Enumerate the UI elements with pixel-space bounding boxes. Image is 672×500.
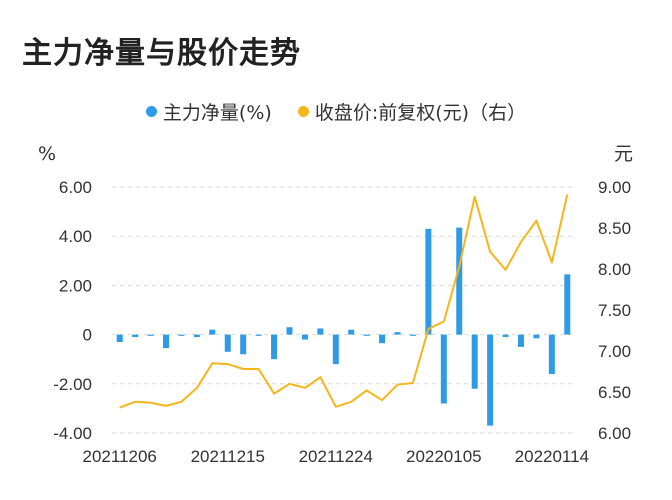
- chart-title: 主力净量与股价走势: [22, 36, 301, 71]
- x-axis: 20211206 20211215 20211224 20220105 20220114: [83, 447, 590, 466]
- bar[interactable]: [394, 332, 401, 335]
- right-tick-label: 6.50: [598, 383, 631, 402]
- bar[interactable]: [502, 334, 509, 338]
- legend-line-label: 收盘价:前复权(元)（右）: [314, 102, 527, 124]
- bar[interactable]: [301, 334, 308, 340]
- bar[interactable]: [409, 334, 416, 336]
- right-tick-label: 7.00: [598, 342, 631, 361]
- bar[interactable]: [240, 334, 247, 355]
- bar[interactable]: [317, 328, 324, 335]
- right-tick-label: 7.50: [598, 301, 631, 320]
- bar[interactable]: [517, 334, 524, 347]
- bar[interactable]: [548, 334, 555, 374]
- bar[interactable]: [163, 334, 170, 349]
- bar[interactable]: [116, 334, 123, 342]
- x-tick-label: 20220114: [515, 447, 589, 466]
- x-tick-label: 20220105: [406, 447, 482, 466]
- bar[interactable]: [533, 334, 540, 339]
- left-axis-unit: %: [38, 143, 56, 165]
- bar[interactable]: [332, 334, 339, 365]
- bar[interactable]: [224, 334, 231, 352]
- bar-series: [116, 227, 571, 426]
- bar[interactable]: [363, 334, 370, 336]
- legend-bar-label: 主力净量(%): [162, 102, 272, 124]
- bar[interactable]: [564, 274, 571, 335]
- left-tick-label: 0: [83, 326, 92, 345]
- right-tick-label: 8.50: [598, 219, 631, 238]
- bar[interactable]: [132, 334, 139, 338]
- left-tick-label: 6.00: [59, 178, 92, 197]
- bar[interactable]: [255, 334, 262, 336]
- legend: 主力净量(%) 收盘价:前复权(元)（右）: [0, 98, 672, 125]
- left-tick-label: 4.00: [59, 227, 92, 246]
- bar[interactable]: [193, 334, 200, 338]
- bar[interactable]: [471, 334, 478, 389]
- x-tick-label: 20211215: [191, 447, 265, 466]
- legend-bar-swatch: [145, 106, 157, 117]
- right-tick-label: 8.00: [598, 260, 631, 279]
- left-tick-label: 2.00: [59, 276, 92, 295]
- left-axis: 6.00 4.00 2.00 0 -2.00 -4.00: [53, 178, 92, 443]
- right-tick-label: 6.00: [598, 424, 631, 443]
- bar[interactable]: [440, 334, 447, 404]
- legend-item-line[interactable]: 收盘价:前复权(元)（右）: [297, 98, 527, 125]
- bar[interactable]: [286, 327, 293, 335]
- right-axis: 9.00 8.50 8.00 7.50 7.00 6.50 6.00: [598, 178, 631, 443]
- bar[interactable]: [379, 334, 386, 344]
- bar[interactable]: [425, 228, 432, 335]
- bar[interactable]: [456, 227, 463, 335]
- x-tick-label: 20211206: [83, 447, 157, 466]
- bar[interactable]: [209, 329, 216, 335]
- right-axis-unit: 元: [614, 143, 633, 165]
- bar[interactable]: [348, 329, 355, 335]
- price-line[interactable]: [119, 194, 569, 409]
- left-tick-label: -2.00: [53, 375, 92, 394]
- bar[interactable]: [178, 334, 185, 336]
- line-series: [119, 194, 569, 409]
- right-tick-label: 9.00: [598, 178, 631, 197]
- legend-item-bar[interactable]: 主力净量(%): [145, 98, 272, 125]
- bar[interactable]: [271, 334, 278, 360]
- grid-lines: [112, 186, 575, 434]
- legend-line-swatch: [297, 106, 309, 117]
- left-tick-label: -4.00: [53, 424, 92, 443]
- x-tick-label: 20211224: [299, 447, 373, 466]
- bar[interactable]: [147, 334, 154, 336]
- bar[interactable]: [487, 334, 494, 426]
